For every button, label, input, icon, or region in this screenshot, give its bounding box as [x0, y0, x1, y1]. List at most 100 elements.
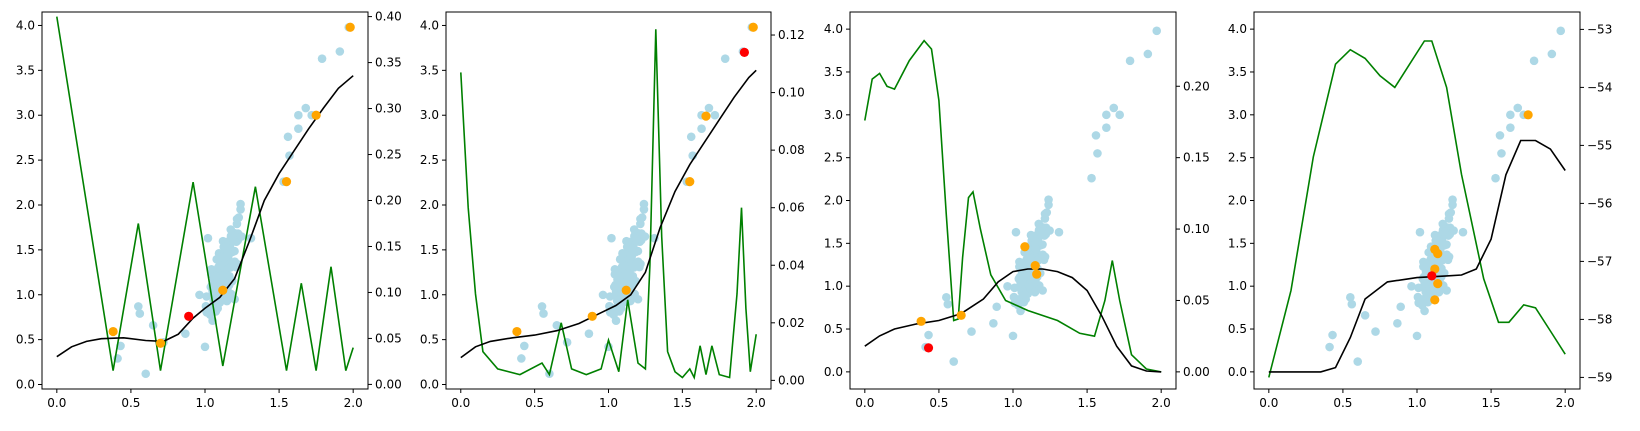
y-tick-label: 1.0 [1228, 279, 1247, 293]
x-tick-label: 1.5 [270, 396, 289, 410]
next-point [184, 311, 194, 321]
y-tick-label: 1.5 [1228, 236, 1247, 250]
observation-point [1102, 110, 1111, 120]
y-tick-label: 0.0 [1228, 365, 1247, 379]
sampled-point [587, 311, 597, 321]
observation-point [134, 302, 143, 311]
y-tick-label: 2.0 [16, 198, 35, 212]
x-tick-label: 0.0 [1259, 396, 1278, 410]
observation-point [236, 199, 245, 209]
observation-point [1414, 298, 1423, 308]
y2-tick-label: 0.02 [778, 316, 805, 330]
observation-point [1556, 26, 1566, 36]
observation-point [1325, 342, 1334, 352]
y-tick-label: 0.0 [16, 378, 35, 392]
observation-point [610, 264, 620, 274]
observation-point [1442, 286, 1451, 295]
sampled-point [108, 326, 118, 337]
y-tick-label: 4.0 [1228, 22, 1247, 36]
observation-point [213, 277, 222, 287]
observation-point [1102, 123, 1111, 132]
y2-tick-label: 0.35 [375, 56, 402, 70]
observation-point [1042, 208, 1052, 217]
observation-point [1442, 250, 1452, 259]
observation-point [301, 103, 311, 113]
observation-point [1034, 219, 1044, 229]
observation-point [1420, 306, 1429, 316]
observation-point [598, 290, 608, 300]
acquisition-line [56, 16, 354, 371]
x-tick-label: 1.5 [1078, 396, 1097, 410]
observation-point [519, 341, 529, 351]
observation-point [1547, 49, 1557, 59]
observation-point [1506, 110, 1515, 120]
observation-point [942, 293, 951, 302]
observation-point [1152, 26, 1162, 36]
observation-point [1396, 302, 1405, 312]
sampled-point [701, 111, 711, 121]
observation-point [223, 250, 232, 260]
observation-point [1458, 227, 1468, 237]
y-tick-label: 1.5 [16, 243, 35, 257]
y-tick-label: 2.5 [420, 153, 439, 167]
x-tick-label: 0.0 [451, 396, 470, 410]
observation-point [1495, 131, 1505, 140]
observation-point [1008, 331, 1018, 341]
observation-point [537, 302, 547, 311]
observation-point [1109, 103, 1119, 113]
y-tick-label: 4.0 [420, 18, 439, 32]
observation-point [633, 257, 643, 267]
observation-point [607, 233, 616, 243]
y2-tick-label: 0.00 [1183, 365, 1210, 379]
observation-point [1015, 257, 1024, 267]
y-tick-label: 0.5 [16, 333, 35, 347]
x-tick-label: 1.5 [1482, 396, 1501, 410]
observation-point [1438, 219, 1448, 229]
sampled-point [916, 316, 926, 326]
observation-point [633, 294, 643, 304]
observation-point [237, 232, 246, 241]
observation-point [710, 110, 720, 120]
sampled-point [311, 110, 321, 120]
observation-point [697, 124, 706, 133]
observation-point [584, 329, 594, 338]
observation-point [1415, 227, 1425, 237]
y-tick-label: 3.5 [824, 65, 843, 79]
x-tick-label: 2.0 [344, 396, 363, 410]
y2-tick-label: 0.10 [375, 285, 402, 299]
y2-tick-label: −57 [1587, 254, 1612, 268]
observation-point [704, 103, 714, 113]
observation-point [1054, 227, 1064, 237]
observation-point [552, 320, 562, 330]
y2-tick-label: 0.10 [778, 86, 805, 100]
observation-point [943, 299, 953, 309]
observation-point [1407, 282, 1416, 291]
y-tick-label: 3.0 [1228, 108, 1247, 122]
observation-point [230, 246, 239, 256]
x-tick-label: 0.0 [47, 396, 66, 410]
observation-point [1020, 290, 1030, 300]
sampled-point [1430, 295, 1440, 305]
chart-panel-2: 0.0 0.5 1.0 1.5 2.0 0.0 0.5 1.0 1.5 2.0 2.5 3.0 3.5 4… [420, 11, 805, 410]
y2-tick-label: 0.04 [778, 258, 805, 272]
acquisition-line [864, 39, 1162, 373]
observation-point [1031, 277, 1040, 287]
observation-point [1021, 269, 1030, 279]
y-tick-label: 3.5 [420, 63, 439, 77]
y2-tick-label: 0.08 [778, 143, 805, 157]
observation-point [228, 234, 238, 244]
sampled-point [748, 22, 758, 32]
observation-point [1030, 287, 1040, 297]
observation-point [686, 132, 696, 142]
observation-point [1419, 257, 1428, 267]
sampled-point [218, 285, 228, 295]
observation-point [230, 257, 240, 267]
observation-point [222, 296, 232, 306]
observation-point [967, 327, 976, 336]
plot-area [1268, 26, 1566, 378]
observation-point [637, 213, 647, 222]
x-tick-label: 2.0 [1556, 396, 1575, 410]
x-tick-label: 0.5 [929, 396, 948, 410]
y2-tick-label: 0.05 [375, 331, 402, 345]
